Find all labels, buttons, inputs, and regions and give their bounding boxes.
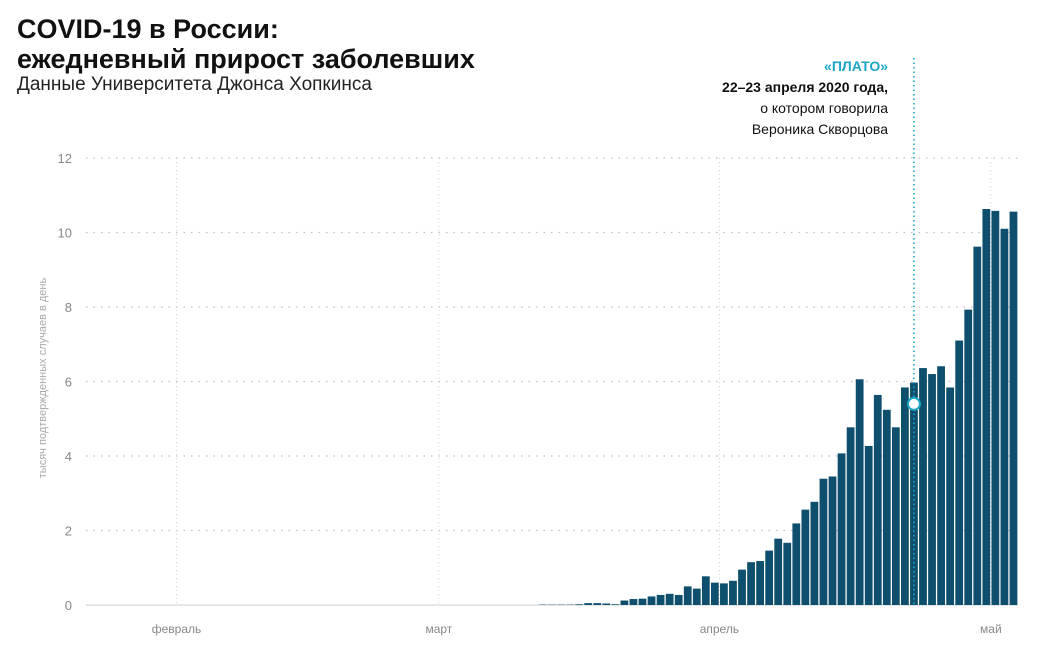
data-bar (891, 427, 900, 605)
data-bar (855, 379, 864, 605)
y-axis-label: тысяч подтвержденных случаев в день (37, 278, 49, 479)
annotation-title: «ПЛАТО» (824, 58, 888, 74)
data-bar (910, 382, 918, 605)
title-line-1: COVID-19 в России: (17, 14, 279, 44)
data-bar (955, 340, 964, 605)
x-tick-label: март (425, 622, 452, 636)
data-bar (692, 588, 701, 605)
data-bar (846, 427, 855, 605)
data-bar (656, 594, 665, 605)
annotation-line-2: Вероника Скворцова (751, 121, 888, 137)
y-tick-label: 8 (65, 300, 72, 315)
data-bar (828, 476, 837, 605)
data-bar (756, 561, 765, 605)
data-bar (919, 368, 927, 605)
data-bar (720, 583, 728, 605)
data-bar (665, 593, 674, 605)
data-bar (982, 209, 991, 605)
data-bar (683, 586, 692, 605)
data-bar (629, 599, 638, 605)
data-bar (701, 576, 710, 605)
chart-title: COVID-19 в России: ежедневный прирост за… (17, 14, 475, 74)
data-bar (991, 210, 1000, 605)
y-tick-label: 2 (65, 524, 72, 539)
data-bar (620, 600, 629, 605)
x-tick-label: февраль (152, 622, 202, 636)
y-tick-label: 10 (58, 226, 72, 241)
chart-subtitle: Данные Университета Джонса Хопкинса (17, 74, 372, 95)
data-bar (792, 523, 801, 605)
data-bar (674, 594, 683, 605)
annotation-date: 22–23 апреля 2020 года, (722, 79, 888, 95)
data-bar (1009, 211, 1018, 605)
y-tick-label: 0 (65, 598, 72, 613)
data-bar (738, 569, 746, 605)
data-bar (819, 478, 828, 605)
data-bar (747, 562, 755, 605)
annotation-marker (906, 396, 921, 411)
data-bar (873, 394, 882, 605)
data-bar (1000, 228, 1009, 605)
title-line-2: ежедневный прирост заболевших (17, 44, 475, 74)
data-bar (801, 509, 810, 605)
data-bar (729, 580, 737, 605)
annotation-line-1: о котором говорила (760, 100, 888, 116)
data-bar (611, 604, 620, 605)
x-tick-label: апрель (700, 622, 739, 636)
data-bar (647, 596, 656, 605)
data-bar (584, 603, 593, 605)
data-bar (901, 387, 909, 605)
data-bar (928, 374, 936, 605)
y-tick-label: 12 (58, 151, 72, 166)
plateau-annotation: «ПЛАТО» 22–23 апреля 2020 года, о которо… (722, 56, 888, 140)
data-bar (710, 582, 719, 605)
data-bar (882, 409, 891, 605)
data-bar (765, 550, 774, 605)
y-tick-label: 4 (65, 449, 72, 464)
data-bar (973, 246, 982, 605)
data-bar (593, 603, 602, 605)
data-bar (774, 538, 783, 605)
data-bar (810, 501, 819, 605)
x-tick-label: май (980, 622, 1002, 636)
data-bar (783, 542, 792, 605)
data-bar (946, 387, 955, 605)
data-bar (864, 445, 873, 605)
y-tick-label: 6 (65, 375, 72, 390)
data-bar (964, 309, 973, 605)
data-bar (638, 598, 647, 605)
data-bar (837, 453, 846, 605)
data-bar (937, 366, 945, 605)
data-bar (602, 603, 611, 605)
data-bar (575, 604, 584, 605)
